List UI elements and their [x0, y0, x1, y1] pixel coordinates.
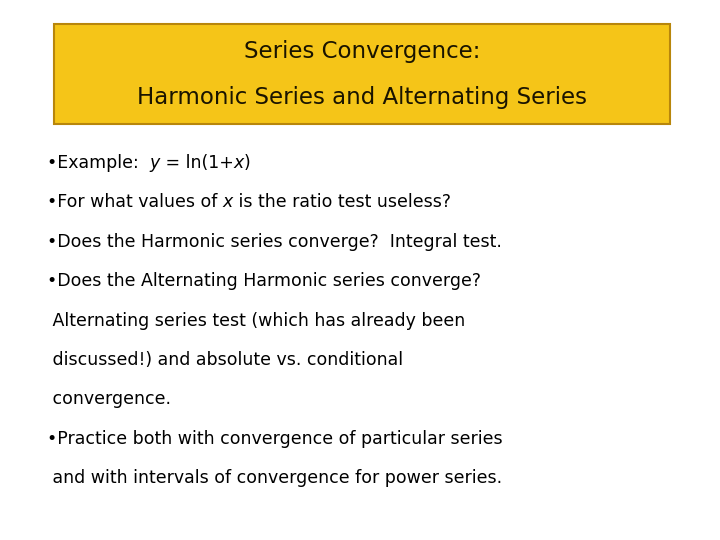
- FancyBboxPatch shape: [54, 24, 670, 124]
- Text: discussed!) and absolute vs. conditional: discussed!) and absolute vs. conditional: [47, 351, 403, 369]
- Text: Harmonic Series and Alternating Series: Harmonic Series and Alternating Series: [137, 86, 587, 109]
- Text: and with intervals of convergence for power series.: and with intervals of convergence for po…: [47, 469, 502, 487]
- Text: = ln(1+: = ln(1+: [160, 154, 234, 172]
- Text: x: x: [234, 154, 244, 172]
- Text: ): ): [244, 154, 251, 172]
- Text: •Practice both with convergence of particular series: •Practice both with convergence of parti…: [47, 430, 503, 448]
- Text: •For what values of: •For what values of: [47, 193, 222, 211]
- Text: Series Convergence:: Series Convergence:: [243, 40, 480, 63]
- Text: •Example:: •Example:: [47, 154, 150, 172]
- Text: x: x: [222, 193, 233, 211]
- Text: •Does the Harmonic series converge?  Integral test.: •Does the Harmonic series converge? Inte…: [47, 233, 502, 251]
- Text: y: y: [150, 154, 160, 172]
- Text: is the ratio test useless?: is the ratio test useless?: [233, 193, 451, 211]
- Text: Alternating series test (which has already been: Alternating series test (which has alrea…: [47, 312, 465, 329]
- Text: •Does the Alternating Harmonic series converge?: •Does the Alternating Harmonic series co…: [47, 272, 481, 290]
- Text: convergence.: convergence.: [47, 390, 171, 408]
